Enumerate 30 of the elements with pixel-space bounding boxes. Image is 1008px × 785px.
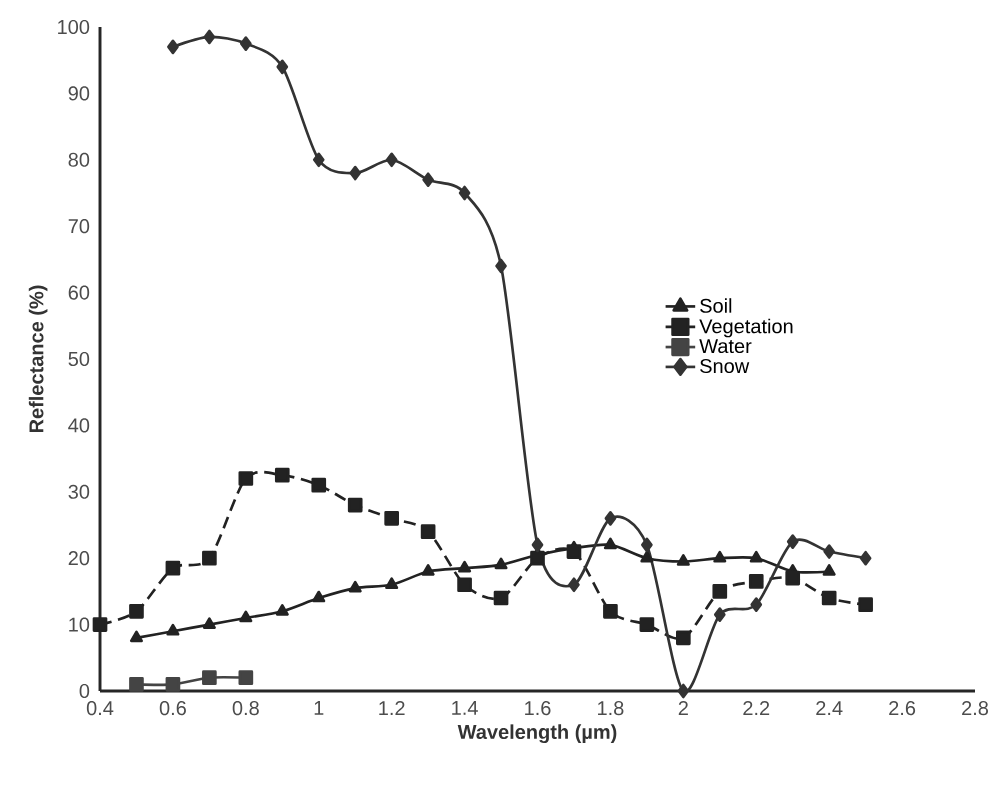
x-axis-title: Wavelength (µm)	[457, 724, 617, 744]
y-tick-label: 30	[68, 484, 90, 499]
y-tick-label: 60	[68, 285, 90, 300]
y-tick-label: 90	[68, 86, 90, 101]
x-tick-label: 1.8	[598, 701, 624, 716]
x-tick-label: 2.4	[816, 701, 843, 715]
x-tick-label: 2.8	[962, 701, 989, 716]
legend-label: Water	[699, 339, 752, 354]
legend-label: Vegetation	[699, 318, 793, 338]
y-tick-label: 20	[68, 551, 90, 566]
x-tick-label: 2	[678, 701, 688, 715]
x-tick-label: 0.6	[159, 701, 186, 716]
x-tick-label: 1.2	[379, 701, 405, 715]
x-tick-label: 2.6	[889, 701, 916, 716]
y-tick-label: 40	[68, 418, 90, 433]
x-tick-label: 1.4	[452, 701, 478, 715]
y-tick-label: 50	[68, 351, 90, 367]
legend-label: Soil	[700, 298, 732, 313]
legend-label: Snow	[700, 358, 750, 374]
y-tick-label: 80	[68, 152, 90, 167]
x-tick-label: 1	[314, 701, 324, 715]
y-tick-label: 10	[69, 617, 90, 632]
y-axis-title: Reflectance (%)	[28, 285, 48, 433]
x-tick-label: 0.4	[86, 701, 114, 716]
y-tick-label: 70	[68, 219, 90, 234]
y-tick-label: 0	[79, 683, 90, 699]
x-tick-label: 1.6	[525, 701, 551, 716]
x-tick-label: 2.2	[743, 701, 770, 715]
x-tick-label: 0.8	[232, 701, 259, 716]
y-tick-label: 100	[58, 19, 90, 35]
